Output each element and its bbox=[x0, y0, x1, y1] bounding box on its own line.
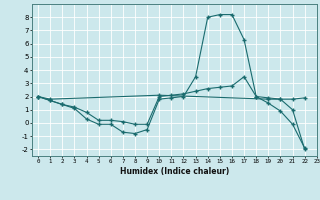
X-axis label: Humidex (Indice chaleur): Humidex (Indice chaleur) bbox=[120, 167, 229, 176]
